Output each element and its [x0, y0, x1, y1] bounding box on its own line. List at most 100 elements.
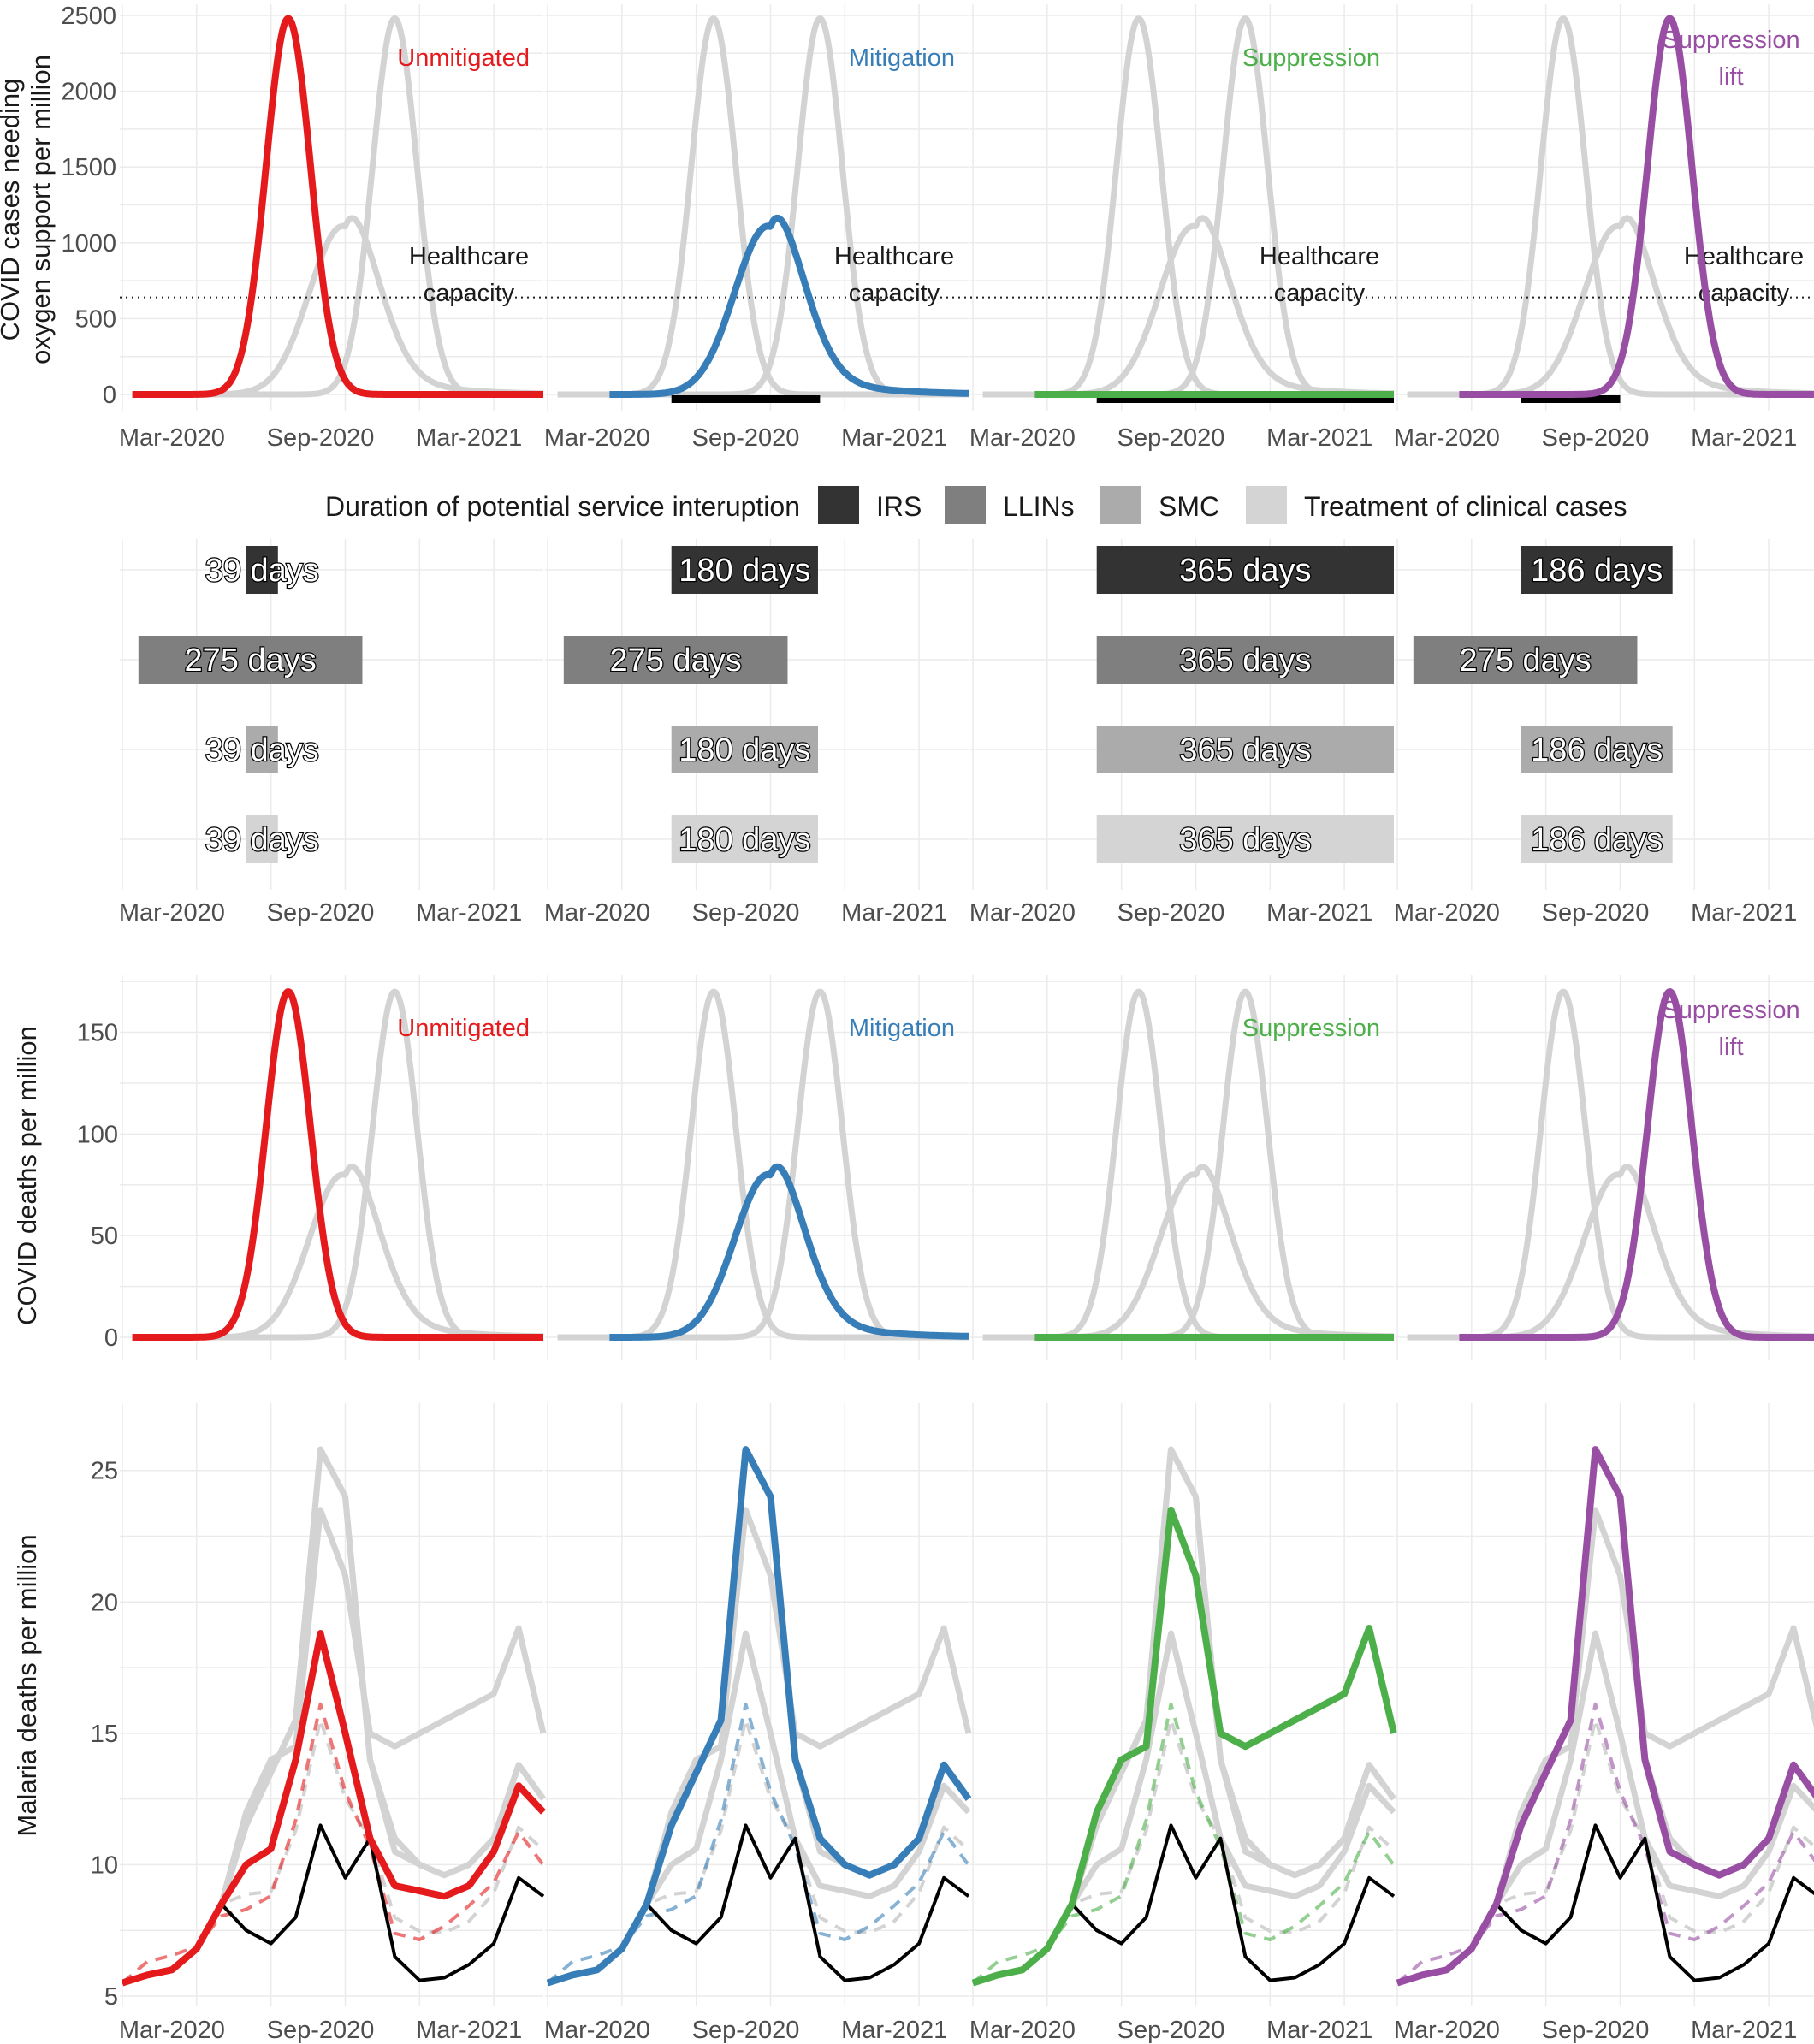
- x-tick-label: Mar-2021: [841, 2017, 947, 2044]
- x-tick-label: Sep-2020: [692, 899, 800, 927]
- healthcare-capacity-label: Healthcare: [1260, 243, 1379, 270]
- healthcare-capacity-label: Healthcare: [834, 243, 954, 270]
- duration-bar-label: 39 days: [205, 732, 319, 768]
- duration-bar-label: 275 days: [1460, 643, 1592, 678]
- disruption-window-bar: [1096, 395, 1394, 403]
- duration-bar-label: 275 days: [610, 643, 742, 678]
- scenario-line: [121, 1630, 546, 1987]
- y-tick-label: 0: [103, 382, 116, 409]
- scenario-title: Suppression: [1662, 27, 1799, 54]
- duration-bar: [138, 636, 363, 684]
- partial-disruption-line: [972, 1718, 1396, 1985]
- x-tick-label: Mar-2021: [841, 899, 947, 927]
- x-tick-label: Mar-2021: [1691, 424, 1797, 452]
- legend-swatch: [1246, 486, 1287, 524]
- y-axis-title: COVID deaths per million: [12, 1026, 42, 1325]
- duration-bar: [246, 726, 278, 773]
- scenario-title: Suppression: [1242, 1015, 1380, 1042]
- x-tick-label: Mar-2021: [1266, 899, 1372, 927]
- background-scenario-line: [971, 1446, 1396, 1986]
- duration-bar-label: 186 days: [1531, 732, 1663, 768]
- x-tick-label: Sep-2020: [692, 2017, 800, 2044]
- scenario-line: [546, 1446, 972, 1987]
- x-tick-label: Mar-2020: [544, 424, 650, 452]
- duration-bar: [671, 726, 818, 773]
- legend-label: LLINs: [1003, 491, 1075, 522]
- x-tick-label: Sep-2020: [1542, 424, 1650, 452]
- background-scenario-line: [981, 15, 1396, 398]
- scenario-dashed-line: [546, 1702, 970, 1985]
- background-scenario-line: [1405, 988, 1814, 1341]
- duration-bar-label: 365 days: [1179, 553, 1311, 589]
- background-scenario-line: [1457, 988, 1814, 1341]
- background-scenario-line: [981, 988, 1396, 1341]
- background-scenario-line: [121, 1446, 546, 1986]
- healthcare-capacity-label: capacity: [849, 280, 940, 307]
- x-tick-label: Mar-2021: [1266, 2017, 1372, 2044]
- background-scenario-line: [182, 988, 546, 1341]
- duration-bar: [246, 546, 278, 594]
- scenario-line: [1456, 988, 1814, 1341]
- background-scenario-line: [1033, 988, 1396, 1341]
- x-tick-label: Mar-2020: [969, 424, 1076, 452]
- duration-bar: [671, 546, 818, 594]
- x-tick-label: Mar-2021: [416, 899, 522, 927]
- y-tick-label: 500: [75, 305, 116, 333]
- duration-bar-label: 365 days: [1179, 822, 1311, 858]
- scenario-line: [1456, 15, 1814, 398]
- healthcare-capacity-label: Healthcare: [409, 243, 529, 270]
- scenario-title: Unmitigated: [397, 44, 530, 72]
- scenario-line: [1396, 1446, 1814, 1987]
- legend-label: IRS: [876, 491, 922, 522]
- x-tick-label: Mar-2020: [969, 899, 1076, 927]
- y-axis-title: Malaria deaths per million: [12, 1534, 42, 1836]
- y-tick-label: 5: [104, 1983, 118, 2011]
- x-tick-label: Mar-2020: [119, 899, 225, 927]
- duration-bar: [246, 815, 278, 863]
- y-tick-label: 10: [91, 1851, 118, 1879]
- y-tick-label: 2500: [61, 3, 116, 30]
- x-tick-label: Mar-2020: [969, 2017, 1076, 2044]
- duration-bar-label: 39 days: [205, 553, 319, 589]
- partial-disruption-line: [1396, 1718, 1814, 1985]
- x-tick-label: Mar-2020: [1394, 424, 1500, 452]
- partial-disruption-line: [547, 1718, 970, 1985]
- y-axis-title: oxygen support per million: [26, 55, 56, 364]
- legend-swatch: [1100, 486, 1141, 524]
- x-tick-label: Mar-2021: [841, 424, 947, 452]
- healthcare-capacity-label: capacity: [1698, 280, 1790, 307]
- scenario-title: lift: [1719, 63, 1744, 91]
- x-tick-label: Sep-2020: [267, 2017, 375, 2044]
- duration-bar: [1413, 636, 1638, 684]
- x-tick-label: Mar-2020: [1394, 2017, 1500, 2044]
- legend-swatch: [945, 486, 986, 524]
- background-scenario-line: [1033, 15, 1396, 398]
- x-tick-label: Sep-2020: [267, 899, 375, 927]
- duration-bar: [1521, 726, 1673, 773]
- scenario-line: [971, 1506, 1397, 1987]
- scenario-dashed-line: [971, 1702, 1396, 1985]
- x-tick-label: Sep-2020: [1117, 899, 1225, 927]
- duration-bar: [1096, 546, 1394, 594]
- background-scenario-line: [971, 1446, 1396, 1986]
- scenario-line: [130, 988, 546, 1341]
- scenario-line: [130, 15, 546, 398]
- background-scenario-line: [121, 1446, 546, 1986]
- duration-bar-label: 186 days: [1531, 822, 1663, 858]
- duration-bar: [1096, 726, 1394, 773]
- legend-label: SMC: [1159, 491, 1219, 522]
- x-tick-label: Mar-2020: [1394, 899, 1500, 927]
- x-tick-label: Mar-2020: [544, 899, 650, 927]
- x-tick-label: Sep-2020: [1542, 2017, 1650, 2044]
- x-tick-label: Sep-2020: [1117, 424, 1225, 452]
- background-scenario-line: [1405, 15, 1814, 398]
- background-scenario-line: [608, 988, 971, 1341]
- x-tick-label: Sep-2020: [267, 424, 375, 452]
- legend-swatch: [818, 486, 859, 524]
- y-tick-label: 15: [91, 1721, 118, 1748]
- scenario-title: Suppression: [1242, 44, 1380, 72]
- scenario-title: Unmitigated: [397, 1015, 530, 1042]
- scenario-title: Suppression: [1662, 997, 1799, 1024]
- y-tick-label: 50: [91, 1223, 118, 1250]
- healthcare-capacity-label: capacity: [424, 280, 515, 307]
